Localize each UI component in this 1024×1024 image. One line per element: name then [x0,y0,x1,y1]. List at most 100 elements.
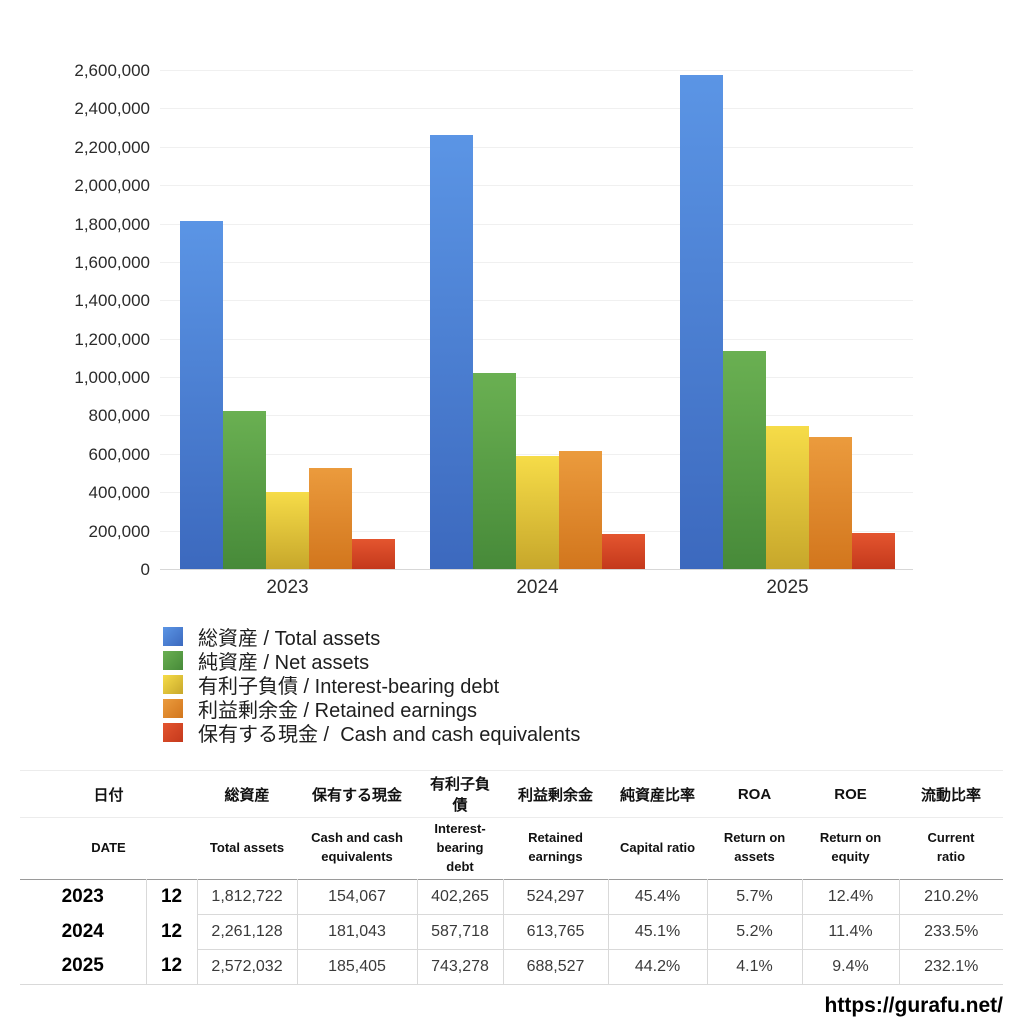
english-header-cell: Return on equity [819,830,882,865]
y-axis-tick-label: 2,200,000 [74,137,150,157]
legend-label: 保有する現金 / Cash and cash equivalents [198,723,581,746]
gridline [160,146,913,148]
bar-2024-series4 [559,451,602,569]
bar-2025-series3 [766,426,809,569]
english-header-cell: Return on assets [723,830,786,865]
bar-2025-series1 [680,75,723,569]
month-cell: 12 [145,914,198,950]
value-cell: 232.1% [898,948,1004,985]
value-cell: 45.4% [607,879,708,915]
y-axis-tick-label: 400,000 [88,483,150,503]
value-cell: 233.5% [898,913,1004,950]
gridline [160,300,913,302]
gridline [160,70,913,71]
x-axis-label: 2025 [766,577,809,598]
legend-item: 総資産 / Total assets [163,624,580,650]
y-axis-tick-label: 800,000 [88,406,150,426]
y-axis-tick-label: 1,000,000 [74,368,150,388]
site-url: https://gurafu.net/ [824,994,1003,1017]
legend-swatch-icon [163,650,183,670]
value-cell: 5.2% [706,913,803,950]
value-cell: 45.1% [607,913,708,950]
english-header-cell: Cash and cash equivalents [311,830,403,865]
japanese-header-cell: 総資産 [224,786,270,804]
bar-2025-series2 [723,351,766,569]
english-header-cell: Interest- bearing debt [434,821,486,874]
legend-label: 有利子負債 / Interest-bearing debt [198,675,500,698]
y-axis-tick-label: 0 [140,560,150,579]
year-cell: 2024 [61,920,104,942]
bar-2024-series3 [516,456,559,569]
legend-swatch-icon [163,674,183,694]
year-cell: 2023 [61,885,104,907]
y-axis-tick-label: 600,000 [88,444,150,464]
gridline [160,261,913,263]
value-cell: 688,527 [502,948,609,985]
english-header-cell: Current ratio [927,830,975,865]
legend-swatch-icon [163,698,183,718]
english-header-cell: Retained earnings [528,830,583,865]
japanese-header-cell: 有利子負債 [430,776,491,814]
legend-label: 純資産 / Net assets [198,651,370,674]
value-cell: 587,718 [416,913,504,950]
japanese-header-cell: ROE [834,785,867,803]
x-axis-label: 2023 [266,577,309,598]
gridline [160,453,913,455]
bar-2023-series3 [266,492,309,569]
legend-label: 総資産 / Total assets [198,627,381,650]
legend-item: 有利子負債 / Interest-bearing debt [163,672,580,698]
bar-2024-series2 [473,373,516,569]
bar-2024-series5 [602,534,645,569]
japanese-header-cell: 利益剰余金 [518,786,594,804]
value-cell: 2,261,128 [196,913,298,950]
japanese-header-cell: 日付 [93,786,124,804]
gridline [160,223,913,225]
y-axis-tick-label: 2,600,000 [74,61,150,80]
y-axis-tick-label: 1,400,000 [74,291,150,311]
legend-label: 利益剰余金 / Retained earnings [198,699,478,722]
english-header-cell: DATE [91,839,126,855]
bar-2025-series4 [809,437,852,569]
y-axis-tick-label: 1,800,000 [74,214,150,234]
value-cell: 743,278 [416,948,504,985]
y-axis-tick-label: 1,200,000 [74,329,150,349]
gridline [160,338,913,340]
month-cell: 12 [145,949,198,985]
value-cell: 9.4% [801,948,900,985]
bar-2023-series2 [223,411,266,569]
y-axis-tick-label: 2,400,000 [74,99,150,119]
bar-2023-series5 [352,539,395,569]
chart-legend: 総資産 / Total assets 純資産 / Net assets 有利子負債 … [163,624,581,746]
legend-swatch-icon [163,626,183,646]
japanese-header-cell: 純資産比率 [620,786,696,804]
legend-swatch-icon [163,722,183,742]
gridline [160,377,913,379]
bar-2025-series5 [852,533,895,569]
table-row: 2023 12 1,812,722 154,067 402,265 524,297 45.4… [20,879,1004,915]
year-cell: 2025 [61,955,104,977]
plot-area [160,70,913,570]
value-cell: 1,812,722 [196,879,298,915]
japanese-header-cell: ROA [737,785,772,803]
gridline [160,185,913,187]
value-cell: 210.2% [898,879,1004,915]
y-axis-tick-label: 1,600,000 [74,252,150,272]
y-axis-tick-label: 200,000 [88,521,150,541]
gridline [160,415,913,417]
value-cell: 402,265 [416,879,504,915]
value-cell: 2,572,032 [196,948,298,985]
japanese-header-cell: 流動比率 [921,786,982,804]
bar-2023-series1 [180,221,223,569]
value-cell: 524,297 [502,879,609,915]
month-cell: 12 [145,879,198,915]
table-row: 2025 12 2,572,032 185,405 743,278 688,527 44.2… [20,948,1004,985]
value-cell: 11.4% [801,913,900,950]
value-cell: 12.4% [801,879,900,915]
value-cell: 613,765 [502,913,609,950]
english-header-cell: Capital ratio [619,839,696,855]
y-axis-tick-label: 2,000,000 [74,176,150,196]
gridline [160,108,913,110]
value-cell: 4.1% [706,948,803,985]
japanese-header-cell: 保有する現金 [312,786,403,804]
